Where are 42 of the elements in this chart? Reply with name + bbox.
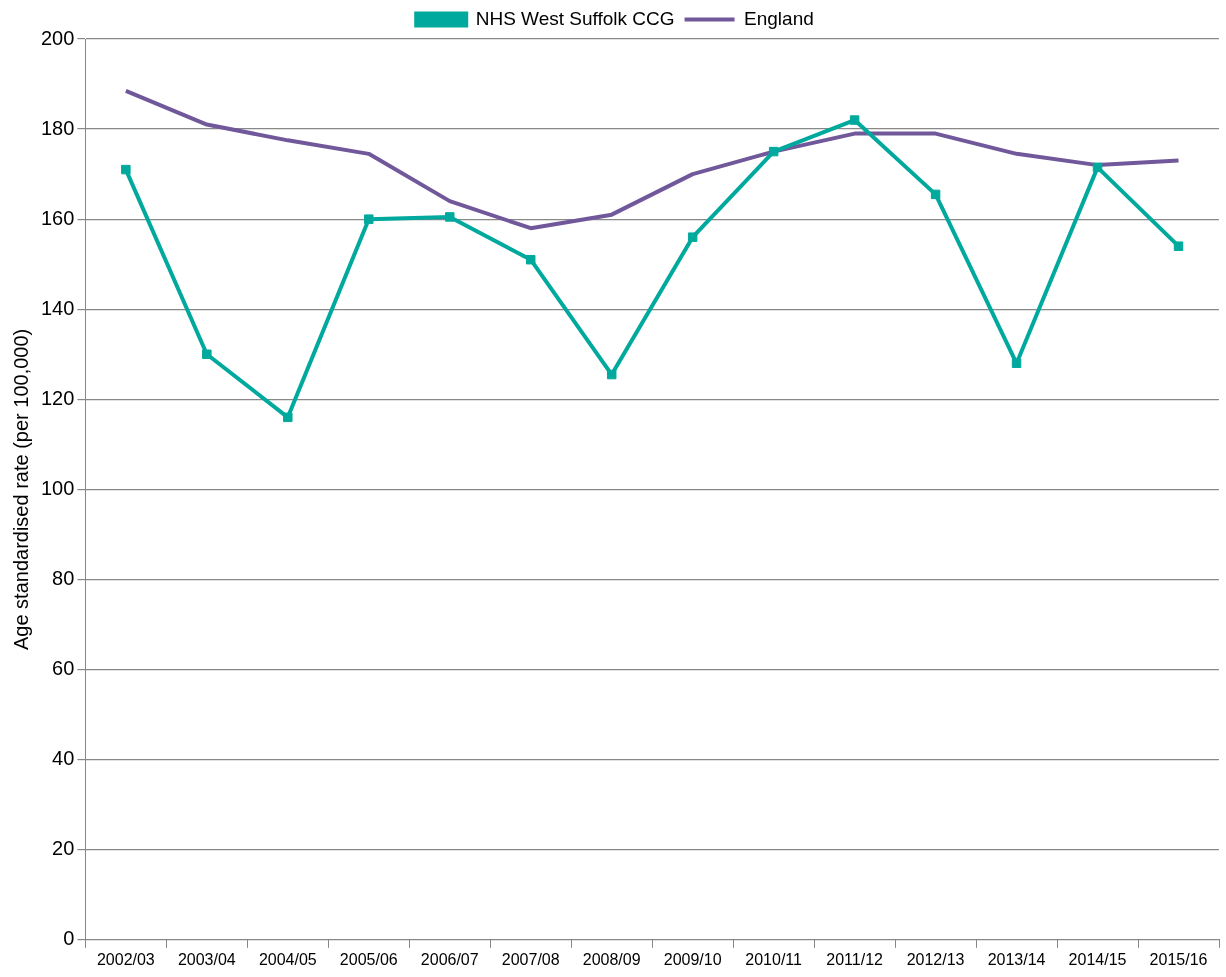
y-tick-label: 120 (40, 386, 75, 409)
x-tick-label: 2003/04 (177, 950, 236, 968)
y-tick-label: 80 (52, 567, 75, 589)
point (768, 146, 779, 157)
x-tick-label: 2005/06 (339, 950, 398, 968)
point (1173, 241, 1184, 251)
x-tick-label: 2015/16 (1149, 950, 1208, 968)
y-tick-label: 60 (52, 657, 75, 680)
x-tick-label: 2011/12 (826, 950, 884, 968)
point (283, 412, 293, 423)
point (121, 164, 131, 175)
point (687, 232, 698, 242)
y-tick-label: 100 (40, 476, 75, 499)
x-tick-label: 2004/05 (258, 950, 317, 968)
y-tick-label: 0 (63, 927, 75, 950)
point (525, 254, 536, 265)
x-tick-label: 2006/07 (420, 950, 479, 968)
x-tick-label: 2002/03 (96, 950, 155, 968)
point (1092, 162, 1103, 173)
legend-label: NHS West Suffolk CCG (475, 7, 675, 29)
point (445, 212, 455, 222)
point (606, 369, 617, 380)
x-tick-label: 2008/09 (582, 950, 641, 968)
y-tick-label: 200 (40, 26, 75, 49)
point (930, 189, 941, 200)
y-tick-label: 160 (40, 206, 75, 229)
x-tick-label: 2014/15 (1068, 950, 1127, 968)
point (364, 214, 374, 224)
legend-label: England (744, 7, 814, 29)
x-tick-label: 2010/11 (745, 950, 803, 968)
point (1011, 358, 1022, 369)
x-tick-label: 2012/13 (906, 950, 965, 968)
point (202, 349, 212, 360)
y-tick-label: 140 (40, 296, 75, 319)
x-tick-label: 2007/08 (501, 950, 560, 968)
point (849, 115, 860, 125)
x-tick-label: 2013/14 (987, 950, 1046, 968)
y-axis-title: Age standardised rate (per 100,000) (9, 328, 32, 651)
y-tick-label: 180 (40, 116, 75, 139)
y-tick-label: 40 (52, 747, 75, 770)
y-tick-label: 20 (52, 837, 75, 860)
x-tick-label: 2009/10 (663, 950, 722, 968)
